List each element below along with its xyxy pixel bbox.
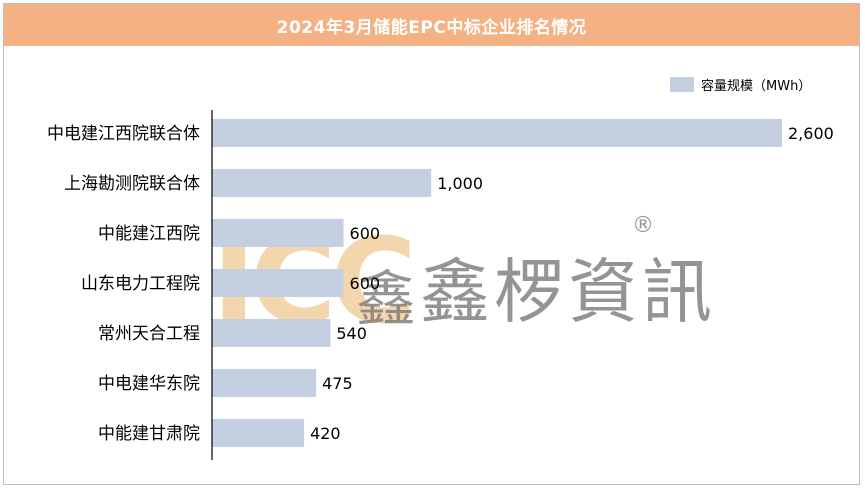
value-label: 540 <box>336 324 367 343</box>
category-labels: 中电建江西院联合体上海勘测院联合体中能建江西院山东电力工程院常州天合工程中电建华… <box>47 124 200 444</box>
value-label: 420 <box>310 424 341 443</box>
category-label: 常州天合工程 <box>98 324 200 344</box>
category-label: 中能建甘肃院 <box>98 424 200 444</box>
value-label: 600 <box>350 274 381 293</box>
watermark-brand: 鑫椤資訊 <box>420 251 716 333</box>
chart-frame: 2024年3月储能EPC中标企业排名情况 ICC 鑫 鑫椤資訊 ® 容量规模（M… <box>3 3 860 485</box>
value-labels: 2,600 1,000 600 600 540 475 420 <box>310 124 834 443</box>
category-label: 上海勘测院联合体 <box>64 174 200 194</box>
legend-swatch <box>670 77 694 92</box>
watermark-seal: 鑫 <box>356 265 416 335</box>
bar <box>212 419 305 447</box>
bars-layer <box>212 119 782 447</box>
category-label: 中电建华东院 <box>98 374 200 394</box>
bar <box>212 319 331 347</box>
bar <box>212 219 344 247</box>
value-label: 475 <box>322 374 353 393</box>
value-label: 600 <box>350 224 381 243</box>
bar <box>212 269 344 297</box>
bar <box>212 169 432 197</box>
bar <box>212 369 317 397</box>
chart-title: 2024年3月储能EPC中标企业排名情况 <box>276 17 587 38</box>
category-label: 中电建江西院联合体 <box>47 124 200 144</box>
category-label: 中能建江西院 <box>98 224 200 244</box>
legend: 容量规模（MWh） <box>670 77 811 94</box>
value-label: 1,000 <box>437 174 483 193</box>
value-label: 2,600 <box>788 124 834 143</box>
chart-title-bar: 2024年3月储能EPC中标企业排名情况 <box>4 4 859 46</box>
legend-label: 容量规模（MWh） <box>701 78 811 94</box>
bar-chart: ICC 鑫 鑫椤資訊 ® 容量规模（MWh） 中电建江西院联合体上海勘测院联合体… <box>47 77 834 460</box>
watermark-registered-mark: ® <box>632 213 654 238</box>
category-label: 山东电力工程院 <box>81 274 200 294</box>
bar <box>212 119 782 147</box>
